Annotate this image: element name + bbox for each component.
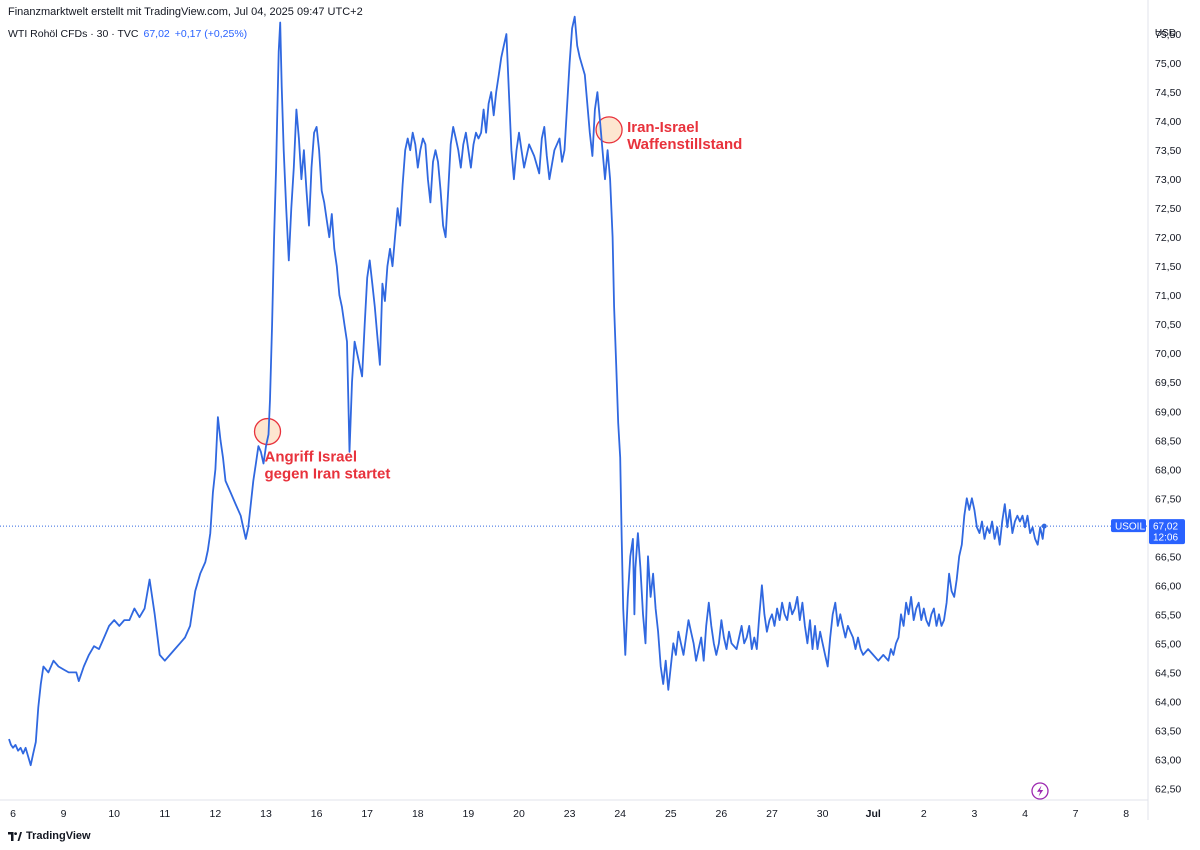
x-tick-label: 3 <box>971 808 977 820</box>
y-tick-label: 63,00 <box>1155 754 1181 766</box>
lightning-icon[interactable] <box>1031 782 1049 800</box>
y-tick-label: 63,50 <box>1155 725 1181 737</box>
badge-symbol-bg <box>1111 519 1146 533</box>
chart-attribution: Finanzmarktwelt erstellt mit TradingView… <box>8 6 363 18</box>
annotation-text: Waffenstillstand <box>627 136 742 153</box>
annotation-marker <box>595 116 623 144</box>
y-tick-label: 75,50 <box>1155 29 1181 41</box>
currency-label[interactable]: USD <box>1154 28 1176 39</box>
x-tick-label: 26 <box>716 808 728 820</box>
price-change: +0,17 (+0,25%) <box>174 28 248 40</box>
y-tick-label: 69,00 <box>1155 406 1181 418</box>
tradingview-brand[interactable]: TradingView <box>8 830 91 842</box>
y-tick-label: 73,00 <box>1155 174 1181 186</box>
y-tick-label: 66,50 <box>1155 551 1181 563</box>
y-tick-label: 74,00 <box>1155 116 1181 128</box>
x-tick-label: 6 <box>10 808 16 820</box>
x-tick-label: 17 <box>361 808 373 820</box>
badge-price: 67,02 <box>1153 522 1178 533</box>
annotation-text: Angriff Israel <box>265 449 358 466</box>
symbol-name: WTI Rohöl CFDs · 30 · TVC <box>8 28 139 40</box>
y-tick-label: 65,00 <box>1155 638 1181 650</box>
y-tick-label: 74,50 <box>1155 87 1181 99</box>
y-tick-label: 75,00 <box>1155 58 1181 70</box>
symbol-legend[interactable]: WTI Rohöl CFDs · 30 · TVC 67,02 +0,17 (+… <box>8 28 247 40</box>
last-price: 67,02 <box>143 28 170 40</box>
y-tick-label: 66,00 <box>1155 580 1181 592</box>
x-tick-label: 9 <box>61 808 67 820</box>
badge-countdown: 12:06 <box>1153 533 1178 544</box>
annotation-text: Iran-Israel <box>627 119 699 136</box>
y-tick-label: 69,50 <box>1155 377 1181 389</box>
x-tick-label: 19 <box>463 808 475 820</box>
y-tick-label: 64,50 <box>1155 667 1181 679</box>
annotation-marker <box>253 417 282 446</box>
x-tick-label: 23 <box>564 808 576 820</box>
y-tick-label: 62,50 <box>1155 783 1181 795</box>
badge-symbol: USOIL <box>1115 522 1145 533</box>
y-tick-label: 71,00 <box>1155 290 1181 302</box>
x-tick-label: 20 <box>513 808 525 820</box>
x-tick-label: Jul <box>866 808 881 820</box>
x-tick-label: 13 <box>260 808 272 820</box>
x-tick-label: 11 <box>159 808 170 820</box>
price-badge[interactable]: USOIL 67,02 12:06 <box>1111 519 1185 545</box>
y-tick-label: 67,50 <box>1155 493 1181 505</box>
x-tick-label: 7 <box>1073 808 1079 820</box>
y-tick-label: 68,00 <box>1155 464 1181 476</box>
x-axis: 6 9 10 11 12 13 16 17 18 19 20 23 24 25 26 27 30 Jul 2 3 4 7 8 <box>10 808 1129 820</box>
last-price-dot <box>1041 523 1047 529</box>
annotation-text: gegen Iran startet <box>265 466 391 483</box>
x-tick-label: 30 <box>817 808 829 820</box>
y-tick-label: 65,50 <box>1155 609 1181 621</box>
x-tick-label: 25 <box>665 808 677 820</box>
y-tick-label: 64,00 <box>1155 696 1181 708</box>
y-tick-label: 70,50 <box>1155 319 1181 331</box>
y-tick-label: 71,50 <box>1155 261 1181 273</box>
y-tick-label: 73,50 <box>1155 145 1181 157</box>
x-tick-label: 27 <box>766 808 778 820</box>
y-tick-label: 72,50 <box>1155 203 1181 215</box>
x-tick-label: 24 <box>614 808 626 820</box>
y-axis: 62,50 63,00 63,50 64,00 64,50 65,00 65,50 66,00… <box>1155 29 1181 795</box>
y-tick-label: 68,50 <box>1155 435 1181 447</box>
x-tick-label: 2 <box>921 808 927 820</box>
x-tick-label: 4 <box>1022 808 1028 820</box>
brand-name: TradingView <box>26 830 91 842</box>
x-tick-label: 8 <box>1123 808 1129 820</box>
price-series-line <box>8 15 1046 767</box>
y-tick-label: 70,00 <box>1155 348 1181 360</box>
badge-price-bg <box>1149 519 1185 545</box>
x-tick-label: 16 <box>311 808 323 820</box>
y-tick-label: 72,00 <box>1155 232 1181 244</box>
x-tick-label: 18 <box>412 808 424 820</box>
x-tick-label: 10 <box>108 808 120 820</box>
x-tick-label: 12 <box>210 808 222 820</box>
tradingview-logo-icon <box>8 831 22 841</box>
